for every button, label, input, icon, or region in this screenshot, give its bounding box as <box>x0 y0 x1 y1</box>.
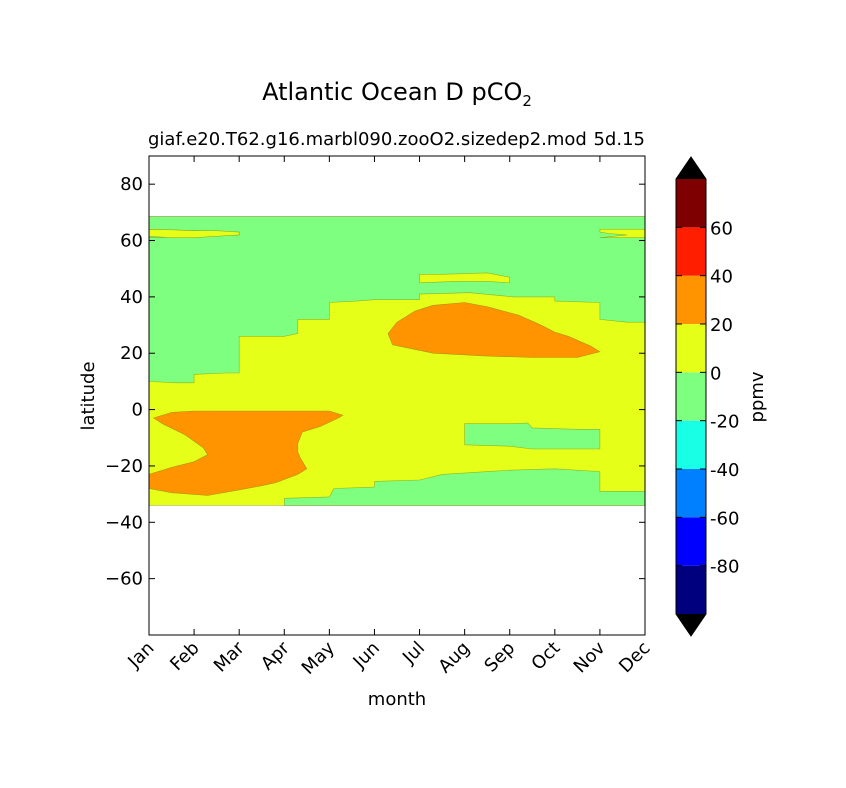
x-tick-label: Nov <box>570 637 610 677</box>
y-tick-label: 0 <box>132 400 143 421</box>
y-axis-label: latitude <box>78 361 99 430</box>
colorbar-tick-label: 60 <box>710 218 733 239</box>
x-tick-label: Jan <box>123 638 158 673</box>
x-tick-label: Oct <box>527 638 564 675</box>
x-tick-label: May <box>298 637 339 678</box>
y-tick-label: −20 <box>105 456 143 477</box>
contour-region-3 <box>148 228 240 238</box>
y-tick-label: 40 <box>120 287 143 308</box>
contour-region-6 <box>283 468 646 506</box>
colorbar-tick-label: -20 <box>710 412 739 433</box>
colorbar-segment <box>676 372 706 421</box>
x-tick-label: Sep <box>480 638 519 677</box>
contour-region-8 <box>148 410 344 496</box>
y-tick-label: 20 <box>120 343 143 364</box>
contour-region-7 <box>464 422 601 450</box>
colorbar-extend-low <box>676 614 706 636</box>
contour-regions <box>148 216 646 506</box>
y-tick-label: 60 <box>120 231 143 252</box>
chart-title-subscript: 2 <box>522 92 532 110</box>
colorbar-segment <box>676 565 706 614</box>
contour-region-9 <box>387 302 601 358</box>
y-tick-label: −60 <box>105 569 143 590</box>
colorbar-segment <box>676 179 706 228</box>
colorbar-segment <box>676 275 706 324</box>
x-tick-label: Apr <box>257 637 294 674</box>
colorbar-tick-label: 20 <box>710 315 733 336</box>
plot-area: 80 60 40 20 0 −20 −40 −60 Jan Feb Mar Apr May Jun Jul… <box>105 155 655 679</box>
chart-subtitle-right: 5d.15 <box>593 129 645 150</box>
colorbar: -80 -60 -40 -20 0 20 40 60 <box>675 156 739 637</box>
colorbar-tick-label: -80 <box>710 557 739 578</box>
x-tick-label: Feb <box>166 638 203 675</box>
colorbar-tick-label: 0 <box>710 363 721 384</box>
chart-title-main: Atlantic Ocean D pCO <box>262 78 522 106</box>
colorbar-label: ppmv <box>747 371 768 422</box>
x-axis-label: month <box>368 689 426 710</box>
y-axis-ticks: 80 60 40 20 0 −20 −40 −60 <box>105 174 645 590</box>
x-tick-label: Jun <box>349 638 384 673</box>
chart-subtitle-left: giaf.e20.T62.g16.marbl090.zooO2.sizedep2… <box>148 129 587 150</box>
x-tick-label: Mar <box>210 637 249 676</box>
y-tick-label: −40 <box>105 512 143 533</box>
colorbar-segment <box>676 517 706 566</box>
plot-frame <box>148 155 646 636</box>
chart-title: Atlantic Ocean D pCO2 <box>262 78 532 110</box>
colorbar-outline <box>675 156 707 637</box>
x-tick-label: Dec <box>615 638 654 677</box>
colorbar-segment <box>676 469 706 518</box>
colorbar-segment <box>676 324 706 373</box>
colorbar-tick-label: -60 <box>710 508 739 529</box>
colorbar-segment <box>676 420 706 469</box>
contour-region-5 <box>419 272 511 284</box>
colorbar-segment <box>676 227 706 276</box>
y-tick-label: 80 <box>120 174 143 195</box>
colorbar-tick-label: -40 <box>710 460 739 481</box>
contour-region-1 <box>148 216 646 384</box>
x-tick-label: Aug <box>434 638 474 678</box>
colorbar-tick-label: 40 <box>710 267 733 288</box>
colorbar-extend-high <box>676 157 706 179</box>
x-tick-label: Jul <box>398 638 429 669</box>
